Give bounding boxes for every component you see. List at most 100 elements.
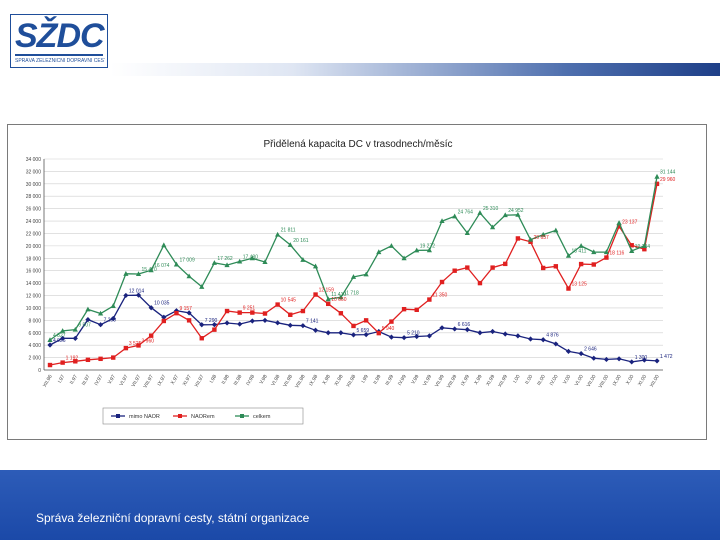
data-point xyxy=(540,337,546,343)
x-tick-label: VII.97 xyxy=(131,374,143,389)
y-tick-label: 26 000 xyxy=(26,207,42,213)
data-label: 9 157 xyxy=(179,306,192,312)
data-label: 17 262 xyxy=(217,256,233,262)
data-label: 24 764 xyxy=(458,209,474,215)
y-tick-label: 8 000 xyxy=(28,318,41,324)
x-tick-label: XI.99 xyxy=(485,374,496,387)
data-point xyxy=(338,311,344,316)
data-point xyxy=(578,243,584,248)
chart-gridlines xyxy=(44,158,663,371)
data-point xyxy=(654,358,660,364)
data-label: 15 470 xyxy=(142,267,158,273)
data-point xyxy=(224,262,230,268)
chart-title: Přidělená kapacita DC v trasodnech/měsíc xyxy=(264,139,453,150)
x-tick-label: XII.97 xyxy=(194,374,206,389)
data-point xyxy=(490,328,496,335)
chart-frame: Přidělená kapacita DC v trasodnech/měsíc… xyxy=(7,124,707,440)
data-point xyxy=(376,330,381,336)
data-point xyxy=(553,341,559,347)
data-label: 5 210 xyxy=(407,331,420,337)
data-point xyxy=(376,249,382,255)
data-label: 29 960 xyxy=(660,177,676,183)
x-tick-label: VI.99 xyxy=(422,374,433,387)
data-label: 6 616 xyxy=(458,322,471,328)
data-point xyxy=(85,306,91,312)
x-tick-label: X.00 xyxy=(625,374,635,386)
data-point xyxy=(136,343,141,348)
data-point xyxy=(439,325,445,331)
data-label: 3 960 xyxy=(142,338,155,344)
data-label: 31 144 xyxy=(660,170,676,176)
x-tick-label: XI.98 xyxy=(334,374,345,387)
data-point xyxy=(338,330,344,336)
data-point xyxy=(553,264,559,269)
data-point xyxy=(199,336,204,341)
data-point xyxy=(540,265,546,271)
data-label: 20 657 xyxy=(534,235,550,241)
data-label: 7 299 xyxy=(104,318,117,324)
x-tick-label: XII.98 xyxy=(345,374,357,389)
footer-band: Správa železniční dopravní cesty, státní… xyxy=(0,470,720,540)
x-tick-label: VIII.00 xyxy=(598,374,611,390)
data-point xyxy=(477,280,483,286)
legend-label: NAORem xyxy=(191,414,215,420)
x-tick-label: VIII.97 xyxy=(142,374,155,390)
data-label: 1 472 xyxy=(660,354,673,360)
y-tick-label: 24 000 xyxy=(26,219,42,225)
data-label: 5 659 xyxy=(357,328,370,334)
data-label: 21 811 xyxy=(281,228,296,234)
x-tick-label: V.99 xyxy=(410,374,420,386)
data-point xyxy=(578,261,584,267)
x-tick-label: IV.97 xyxy=(94,374,105,387)
data-point xyxy=(452,268,457,273)
data-point xyxy=(515,236,521,241)
data-point xyxy=(591,355,597,361)
data-point xyxy=(148,333,154,338)
x-tick-label: VI.97 xyxy=(119,374,130,387)
x-tick-label: XI.97 xyxy=(182,374,193,387)
x-tick-label: XII.99 xyxy=(497,374,509,389)
data-point xyxy=(98,356,103,362)
data-point xyxy=(591,249,597,255)
data-point xyxy=(262,317,268,323)
footer-organization-name: Správa železniční dopravní cesty, státní… xyxy=(36,511,310,525)
data-point xyxy=(351,323,356,329)
data-label: 4 026 xyxy=(53,338,66,344)
data-point xyxy=(578,350,584,357)
data-point xyxy=(161,318,167,324)
data-point xyxy=(566,286,571,291)
x-tick-label: II.00 xyxy=(524,374,534,386)
logo-subtext: SPRÁVA ŽELEZNIČNÍ DOPRAVNÍ CESTY, SO xyxy=(15,58,105,64)
data-point xyxy=(565,252,572,258)
data-point xyxy=(527,336,534,342)
data-label: 2 646 xyxy=(584,347,597,353)
y-tick-label: 18 000 xyxy=(26,256,42,262)
chart-data-labels: 4 026 7 299 12 014 10 035 7 290 7 141 5 659 5 2… xyxy=(53,170,676,362)
y-tick-label: 28 000 xyxy=(26,194,42,200)
y-axis: 0 2 000 4 000 6 000 8 000 10 000 12 000 14 000 1… xyxy=(26,157,45,374)
data-point xyxy=(300,308,306,314)
data-point xyxy=(477,330,483,336)
data-point xyxy=(452,213,458,219)
x-tick-label: XII.96 xyxy=(42,374,54,389)
data-point xyxy=(553,227,559,233)
data-point xyxy=(527,236,534,242)
data-point xyxy=(211,260,217,265)
data-label: 9 507 xyxy=(78,323,91,329)
data-point xyxy=(97,310,104,316)
x-tick-label: IX.00 xyxy=(612,374,623,387)
data-point xyxy=(73,359,78,364)
data-point xyxy=(388,334,395,340)
data-point xyxy=(186,310,192,316)
x-tick-label: I.99 xyxy=(361,374,370,384)
data-point xyxy=(426,247,432,253)
data-label: 5 940 xyxy=(382,326,395,332)
data-point xyxy=(174,310,179,316)
data-label: 24 952 xyxy=(508,208,524,214)
y-tick-label: 32 000 xyxy=(26,169,42,175)
data-point xyxy=(604,255,609,260)
logo-underline xyxy=(15,54,103,56)
data-point xyxy=(312,327,319,333)
data-label: 17 009 xyxy=(179,257,195,263)
data-point xyxy=(47,362,53,368)
